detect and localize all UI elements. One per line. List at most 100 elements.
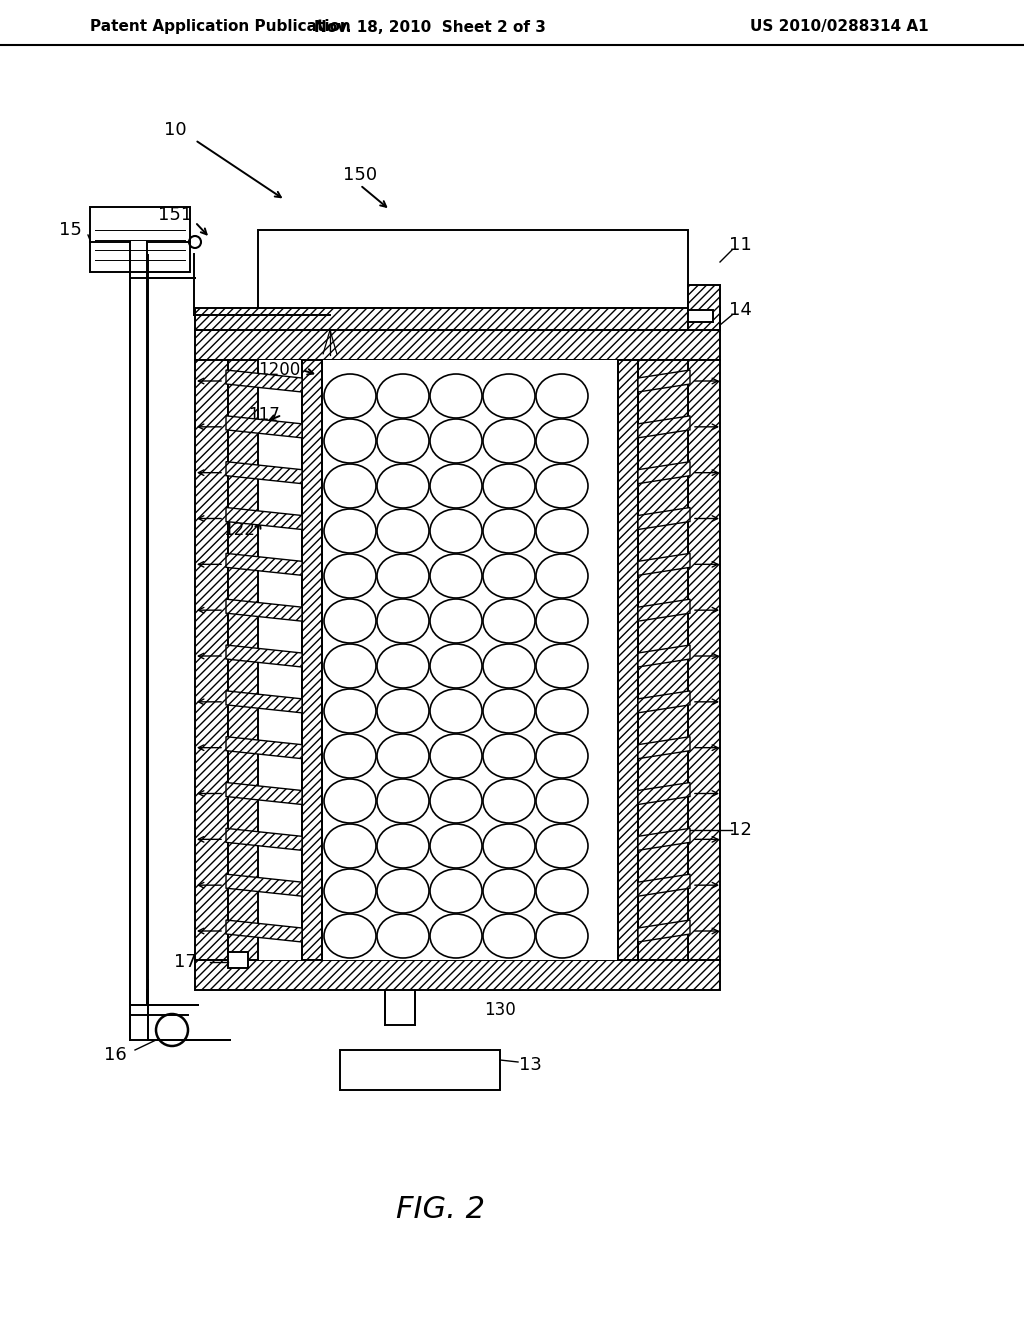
Bar — [195, 960, 720, 990]
Bar — [258, 230, 688, 330]
Ellipse shape — [483, 510, 535, 553]
Ellipse shape — [536, 913, 588, 958]
Ellipse shape — [536, 869, 588, 913]
Text: 13: 13 — [518, 1056, 542, 1074]
Ellipse shape — [483, 779, 535, 822]
Ellipse shape — [377, 734, 429, 777]
Bar — [228, 360, 688, 960]
Ellipse shape — [483, 644, 535, 688]
Ellipse shape — [324, 869, 376, 913]
Ellipse shape — [430, 599, 482, 643]
Ellipse shape — [483, 734, 535, 777]
Text: 150: 150 — [343, 166, 377, 183]
Polygon shape — [226, 920, 302, 942]
Polygon shape — [226, 507, 302, 529]
Ellipse shape — [324, 644, 376, 688]
Ellipse shape — [324, 599, 376, 643]
Ellipse shape — [377, 374, 429, 418]
Ellipse shape — [377, 644, 429, 688]
Polygon shape — [638, 737, 690, 759]
Text: US 2010/0288314 A1: US 2010/0288314 A1 — [750, 20, 929, 34]
Ellipse shape — [377, 510, 429, 553]
Bar — [688, 310, 713, 322]
Ellipse shape — [430, 824, 482, 869]
Ellipse shape — [324, 554, 376, 598]
Ellipse shape — [324, 465, 376, 508]
Bar — [688, 285, 720, 330]
Ellipse shape — [483, 913, 535, 958]
Bar — [302, 360, 322, 960]
Bar — [195, 330, 720, 360]
Polygon shape — [638, 874, 690, 896]
Ellipse shape — [377, 599, 429, 643]
Text: 15: 15 — [58, 220, 82, 239]
Ellipse shape — [536, 510, 588, 553]
Ellipse shape — [377, 779, 429, 822]
Bar — [130, 985, 147, 1026]
Ellipse shape — [324, 913, 376, 958]
Ellipse shape — [536, 465, 588, 508]
Polygon shape — [638, 599, 690, 622]
Polygon shape — [226, 370, 302, 392]
Ellipse shape — [324, 734, 376, 777]
Ellipse shape — [536, 554, 588, 598]
Text: 151: 151 — [158, 206, 193, 224]
Polygon shape — [638, 462, 690, 483]
Ellipse shape — [483, 599, 535, 643]
Text: 10: 10 — [164, 121, 186, 139]
Ellipse shape — [324, 779, 376, 822]
Polygon shape — [226, 553, 302, 576]
Ellipse shape — [536, 734, 588, 777]
Ellipse shape — [377, 554, 429, 598]
Ellipse shape — [536, 374, 588, 418]
Polygon shape — [226, 599, 302, 622]
Text: 130: 130 — [484, 1001, 516, 1019]
Bar — [195, 308, 720, 330]
Ellipse shape — [430, 644, 482, 688]
Ellipse shape — [324, 510, 376, 553]
Ellipse shape — [430, 869, 482, 913]
Ellipse shape — [483, 465, 535, 508]
Ellipse shape — [430, 418, 482, 463]
Ellipse shape — [483, 418, 535, 463]
Ellipse shape — [430, 913, 482, 958]
Bar — [618, 360, 638, 960]
Text: 16: 16 — [103, 1045, 126, 1064]
Ellipse shape — [430, 465, 482, 508]
Bar — [195, 360, 228, 960]
Ellipse shape — [536, 599, 588, 643]
Polygon shape — [638, 829, 690, 850]
Polygon shape — [226, 874, 302, 896]
Polygon shape — [638, 416, 690, 438]
Polygon shape — [638, 553, 690, 576]
Ellipse shape — [377, 824, 429, 869]
Ellipse shape — [377, 465, 429, 508]
Bar — [638, 360, 688, 960]
Ellipse shape — [483, 374, 535, 418]
Ellipse shape — [536, 644, 588, 688]
Polygon shape — [638, 783, 690, 804]
Ellipse shape — [430, 689, 482, 733]
Polygon shape — [226, 462, 302, 483]
Polygon shape — [226, 737, 302, 759]
Polygon shape — [638, 645, 690, 667]
Text: 14: 14 — [728, 301, 752, 319]
Polygon shape — [226, 690, 302, 713]
Polygon shape — [226, 416, 302, 438]
Ellipse shape — [536, 418, 588, 463]
Polygon shape — [226, 645, 302, 667]
Ellipse shape — [536, 689, 588, 733]
Text: Patent Application Publication: Patent Application Publication — [90, 20, 351, 34]
Ellipse shape — [483, 869, 535, 913]
Ellipse shape — [430, 510, 482, 553]
Text: 12: 12 — [728, 821, 752, 840]
Ellipse shape — [430, 374, 482, 418]
Ellipse shape — [377, 689, 429, 733]
Polygon shape — [226, 829, 302, 850]
Bar — [228, 952, 248, 968]
Ellipse shape — [483, 824, 535, 869]
Bar — [90, 207, 190, 272]
Ellipse shape — [377, 869, 429, 913]
Ellipse shape — [324, 689, 376, 733]
Text: Nov. 18, 2010  Sheet 2 of 3: Nov. 18, 2010 Sheet 2 of 3 — [314, 20, 546, 34]
